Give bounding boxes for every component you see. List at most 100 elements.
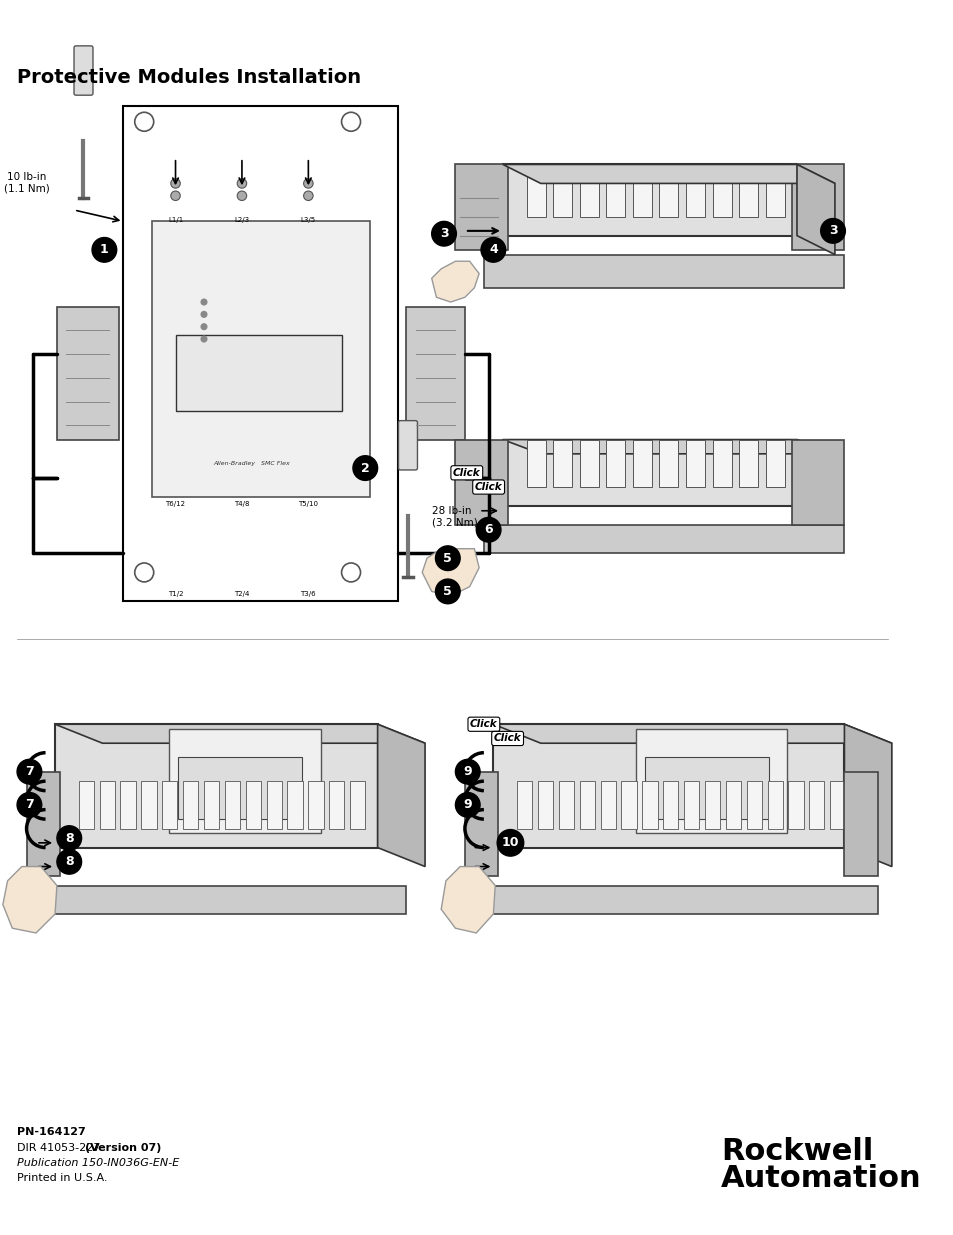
Text: 3: 3 xyxy=(439,227,448,241)
FancyBboxPatch shape xyxy=(620,782,636,829)
FancyBboxPatch shape xyxy=(483,525,843,553)
FancyBboxPatch shape xyxy=(178,757,301,819)
FancyBboxPatch shape xyxy=(553,440,572,487)
FancyBboxPatch shape xyxy=(493,724,843,847)
Circle shape xyxy=(432,221,456,246)
Circle shape xyxy=(341,563,360,582)
Polygon shape xyxy=(493,724,891,743)
FancyBboxPatch shape xyxy=(739,164,758,216)
FancyBboxPatch shape xyxy=(606,164,624,216)
FancyBboxPatch shape xyxy=(558,782,574,829)
Text: Protective Modules Installation: Protective Modules Installation xyxy=(17,68,361,86)
Text: 7: 7 xyxy=(25,798,33,811)
Circle shape xyxy=(17,793,42,818)
Circle shape xyxy=(480,237,505,262)
Text: 7: 7 xyxy=(25,766,33,778)
Circle shape xyxy=(476,517,500,542)
FancyBboxPatch shape xyxy=(483,254,843,288)
FancyBboxPatch shape xyxy=(791,164,843,249)
FancyBboxPatch shape xyxy=(175,335,341,411)
Circle shape xyxy=(17,760,42,784)
Text: 6: 6 xyxy=(484,524,493,536)
Text: T2/4: T2/4 xyxy=(234,592,250,598)
FancyBboxPatch shape xyxy=(600,782,615,829)
Circle shape xyxy=(57,826,82,851)
Circle shape xyxy=(353,456,377,480)
FancyBboxPatch shape xyxy=(329,782,344,829)
FancyBboxPatch shape xyxy=(502,164,796,236)
FancyBboxPatch shape xyxy=(204,782,219,829)
FancyBboxPatch shape xyxy=(526,440,545,487)
Circle shape xyxy=(341,112,360,131)
FancyBboxPatch shape xyxy=(74,46,92,95)
Text: 9: 9 xyxy=(463,798,472,811)
FancyBboxPatch shape xyxy=(526,164,545,216)
FancyBboxPatch shape xyxy=(712,164,731,216)
Circle shape xyxy=(134,112,153,131)
Circle shape xyxy=(201,311,207,317)
Text: 3: 3 xyxy=(828,225,837,237)
FancyBboxPatch shape xyxy=(739,440,758,487)
Text: Allen-Bradley   SMC Flex: Allen-Bradley SMC Flex xyxy=(213,461,290,466)
Circle shape xyxy=(455,760,479,784)
FancyBboxPatch shape xyxy=(632,164,651,216)
Polygon shape xyxy=(55,724,425,743)
FancyBboxPatch shape xyxy=(685,440,704,487)
FancyBboxPatch shape xyxy=(553,164,572,216)
FancyBboxPatch shape xyxy=(455,440,507,525)
FancyBboxPatch shape xyxy=(27,885,406,914)
FancyBboxPatch shape xyxy=(659,164,678,216)
FancyBboxPatch shape xyxy=(579,782,595,829)
FancyBboxPatch shape xyxy=(765,440,783,487)
Text: Click: Click xyxy=(453,468,480,478)
FancyBboxPatch shape xyxy=(502,440,796,506)
FancyBboxPatch shape xyxy=(162,782,177,829)
Polygon shape xyxy=(3,867,57,932)
Circle shape xyxy=(91,237,116,262)
Polygon shape xyxy=(843,724,891,867)
FancyBboxPatch shape xyxy=(746,782,761,829)
FancyBboxPatch shape xyxy=(120,782,135,829)
Text: T6/12: T6/12 xyxy=(166,501,185,508)
Circle shape xyxy=(237,191,247,200)
Text: Publication 150-IN036G-EN-E: Publication 150-IN036G-EN-E xyxy=(17,1158,179,1168)
FancyBboxPatch shape xyxy=(398,421,417,471)
Text: 10: 10 xyxy=(501,836,518,850)
FancyBboxPatch shape xyxy=(635,729,786,834)
Text: 10 lb-in
(1.1 Nm): 10 lb-in (1.1 Nm) xyxy=(4,172,50,194)
Text: T3/6: T3/6 xyxy=(300,592,315,598)
FancyBboxPatch shape xyxy=(225,782,240,829)
Text: 5: 5 xyxy=(443,552,452,564)
FancyBboxPatch shape xyxy=(685,164,704,216)
Text: L1/1: L1/1 xyxy=(168,216,183,222)
FancyBboxPatch shape xyxy=(644,757,768,819)
Text: 8: 8 xyxy=(65,856,73,868)
FancyBboxPatch shape xyxy=(767,782,781,829)
Text: 2: 2 xyxy=(360,462,369,474)
FancyBboxPatch shape xyxy=(57,306,118,440)
FancyBboxPatch shape xyxy=(55,724,377,847)
FancyBboxPatch shape xyxy=(99,782,114,829)
Circle shape xyxy=(303,191,313,200)
FancyBboxPatch shape xyxy=(808,782,823,829)
FancyBboxPatch shape xyxy=(606,440,624,487)
FancyBboxPatch shape xyxy=(843,772,877,876)
FancyBboxPatch shape xyxy=(406,306,464,440)
Text: 4: 4 xyxy=(489,243,497,257)
Polygon shape xyxy=(440,867,495,932)
Circle shape xyxy=(171,191,180,200)
Text: T1/2: T1/2 xyxy=(168,592,183,598)
FancyBboxPatch shape xyxy=(659,440,678,487)
Polygon shape xyxy=(502,440,834,453)
FancyBboxPatch shape xyxy=(79,782,93,829)
FancyBboxPatch shape xyxy=(350,782,365,829)
FancyBboxPatch shape xyxy=(287,782,302,829)
Text: Rockwell: Rockwell xyxy=(720,1137,873,1166)
FancyBboxPatch shape xyxy=(141,782,156,829)
Circle shape xyxy=(201,336,207,342)
Text: 1: 1 xyxy=(100,243,109,257)
Circle shape xyxy=(435,546,459,571)
Text: L3/5: L3/5 xyxy=(300,216,315,222)
FancyBboxPatch shape xyxy=(266,782,281,829)
Polygon shape xyxy=(502,164,834,184)
